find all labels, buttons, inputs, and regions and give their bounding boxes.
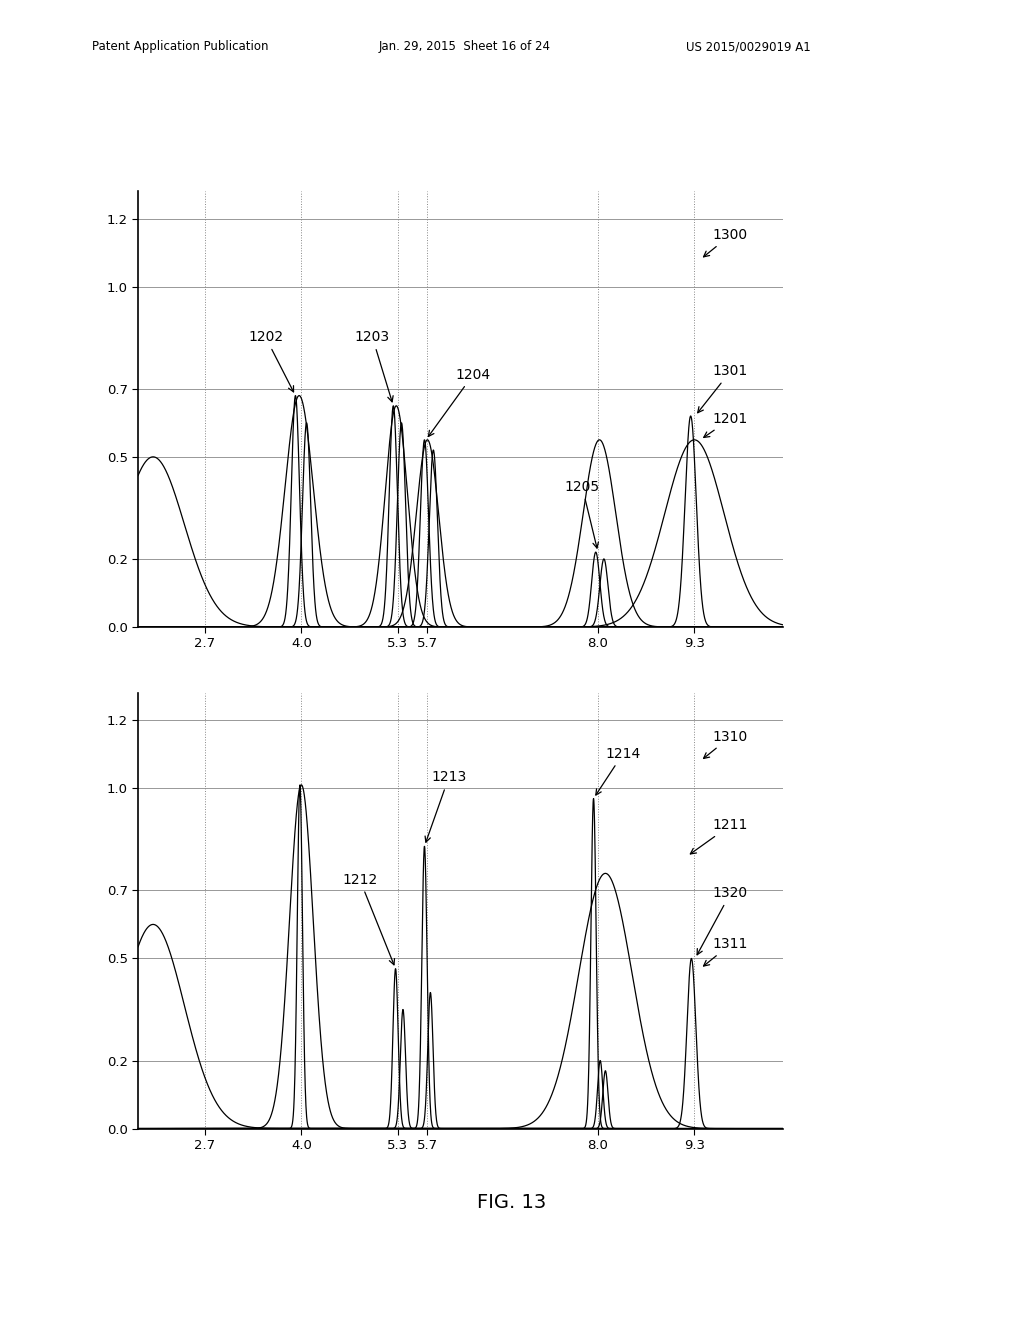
Text: Jan. 29, 2015  Sheet 16 of 24: Jan. 29, 2015 Sheet 16 of 24 bbox=[379, 40, 551, 53]
Text: 1213: 1213 bbox=[425, 771, 466, 842]
Text: 1202: 1202 bbox=[248, 330, 294, 392]
Text: US 2015/0029019 A1: US 2015/0029019 A1 bbox=[686, 40, 811, 53]
Text: 1300: 1300 bbox=[703, 228, 749, 257]
Text: 1310: 1310 bbox=[703, 730, 749, 759]
Text: Patent Application Publication: Patent Application Publication bbox=[92, 40, 268, 53]
Text: 1212: 1212 bbox=[342, 873, 394, 965]
Text: 1204: 1204 bbox=[428, 367, 490, 437]
Text: 1205: 1205 bbox=[564, 480, 600, 548]
Text: 1201: 1201 bbox=[703, 412, 749, 437]
Text: 1211: 1211 bbox=[690, 818, 749, 854]
Text: 1214: 1214 bbox=[596, 747, 641, 795]
Text: 1311: 1311 bbox=[703, 937, 749, 966]
Text: 1301: 1301 bbox=[697, 364, 749, 413]
Text: 1203: 1203 bbox=[354, 330, 393, 401]
Text: FIG. 13: FIG. 13 bbox=[477, 1193, 547, 1212]
Text: 1320: 1320 bbox=[697, 886, 749, 954]
